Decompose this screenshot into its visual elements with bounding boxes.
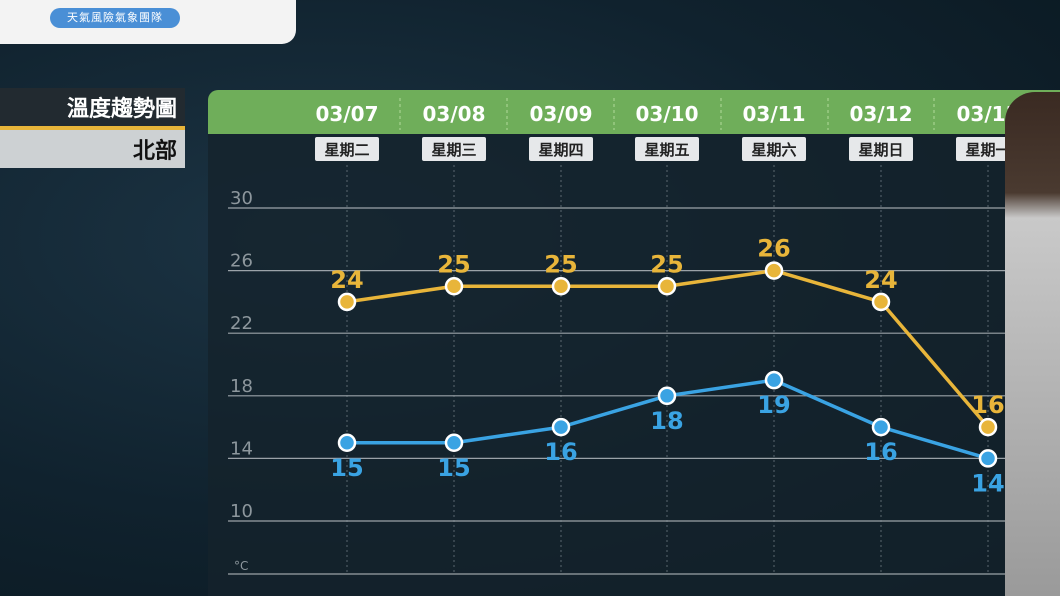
y-tick-label: 26	[230, 251, 253, 272]
high-temp-point	[444, 277, 464, 296]
logo-badge: 天氣風險氣象團隊	[50, 8, 180, 28]
x-tick-label: 03/08	[423, 102, 486, 126]
high-temp-point	[337, 292, 357, 312]
x-tick-label: 03/11	[743, 102, 806, 126]
low-temp-point	[551, 417, 571, 437]
low-temp-point	[444, 433, 464, 452]
low-temp-point	[764, 370, 784, 390]
high-temp-label: 24	[864, 266, 897, 294]
high-temp-label: 25	[544, 250, 577, 278]
high-temp-point	[657, 277, 677, 296]
weekday-tag	[315, 137, 379, 161]
low-temp-point	[657, 386, 677, 406]
title-accent-line	[0, 126, 185, 130]
y-tick-label: 18	[230, 376, 253, 397]
high-temp-point	[978, 417, 998, 437]
low-temp-label: 15	[437, 454, 470, 482]
weekday-label: 星期四	[538, 141, 583, 159]
weekday-tag	[529, 137, 593, 161]
presenter-figure	[1005, 92, 1060, 596]
low-temp-label: 16	[864, 438, 897, 466]
weekday-tag	[742, 137, 806, 161]
weekday-tag	[635, 137, 699, 161]
weekday-label: 星期三	[431, 141, 476, 159]
weekday-tag	[849, 137, 913, 161]
region-label: 北部	[0, 130, 185, 168]
chart-title: 溫度趨勢圖	[0, 88, 185, 126]
weekday-label: 星期二	[324, 141, 369, 159]
high-temp-label: 25	[437, 250, 470, 278]
low-temp-label: 19	[757, 391, 790, 419]
high-temp-label: 25	[650, 250, 683, 278]
high-temp-label: 16	[971, 391, 1004, 419]
high-temp-point	[764, 261, 784, 280]
low-temp-label: 14	[971, 469, 1004, 497]
x-tick-label: 03/09	[530, 102, 593, 126]
x-tick-label: 03/07	[316, 102, 379, 126]
low-temp-label: 16	[544, 438, 577, 466]
logo-card: 天氣風險氣象團隊	[0, 0, 296, 44]
low-temp-label: 15	[330, 454, 363, 482]
low-temp-point	[978, 449, 998, 468]
low-temp-label: 18	[650, 407, 683, 435]
weekday-label: 星期日	[858, 141, 903, 159]
high-temp-point	[871, 292, 891, 312]
x-tick-label: 03/10	[636, 102, 699, 126]
weekday-label: 星期五	[644, 141, 689, 159]
y-tick-label: 30	[230, 188, 253, 209]
weekday-label: 星期一	[965, 141, 1010, 159]
high-temp-point	[551, 277, 571, 296]
y-tick-label: 10	[230, 501, 253, 522]
y-tick-label: 14	[230, 438, 253, 459]
high-temp-label: 26	[757, 235, 790, 263]
y-axis-unit: °C	[234, 559, 248, 573]
low-temp-point	[871, 417, 891, 437]
date-header-bar	[208, 90, 1060, 134]
weekday-tag	[956, 137, 1020, 161]
weekday-tag	[422, 137, 486, 161]
y-tick-label: 22	[230, 313, 253, 334]
weekday-label: 星期六	[751, 141, 796, 159]
low-temp-point	[337, 433, 357, 452]
high-temp-label: 24	[330, 266, 363, 294]
x-tick-label: 03/12	[850, 102, 913, 126]
